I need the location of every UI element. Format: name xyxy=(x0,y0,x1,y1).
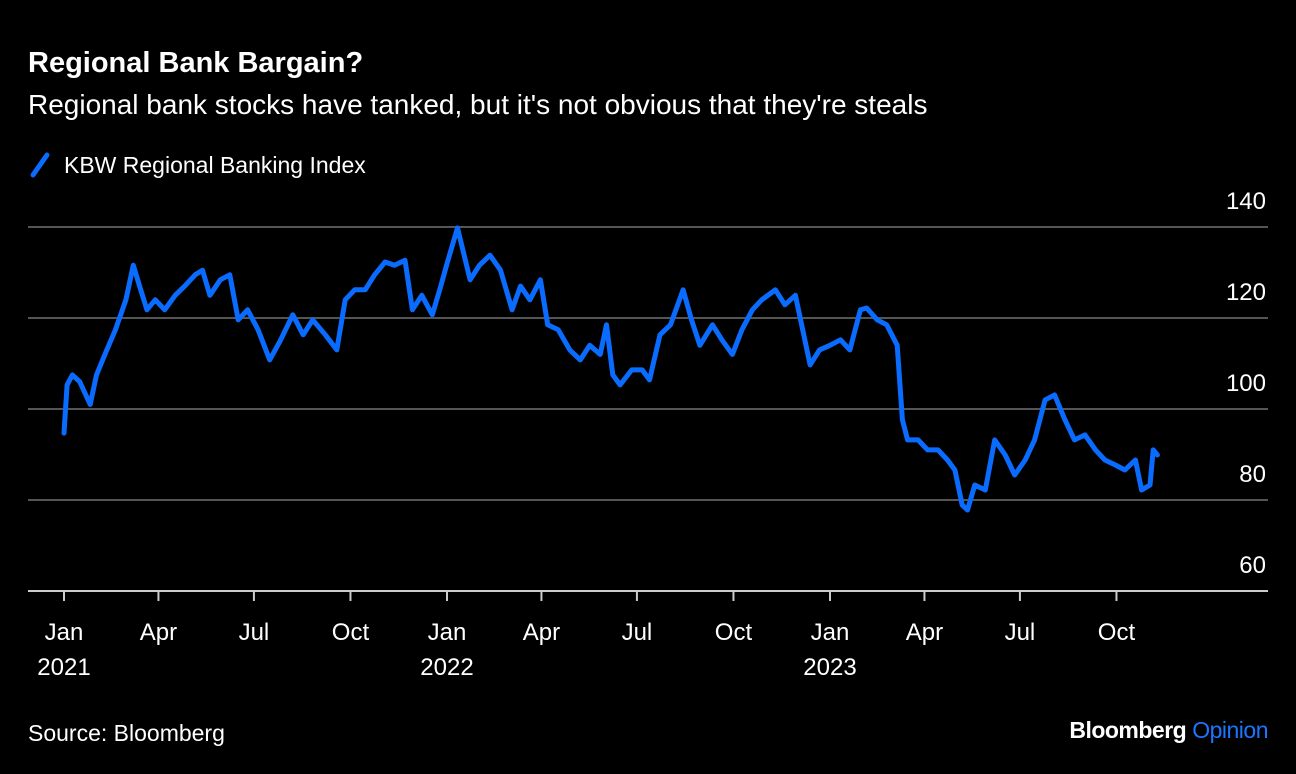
legend: KBW Regional Banking Index xyxy=(30,152,366,178)
x-tick-label: Oct xyxy=(715,619,753,646)
logo-brand: Bloomberg xyxy=(1069,717,1186,743)
y-tick-label: 140 xyxy=(1226,188,1266,215)
y-tick-label: 60 xyxy=(1239,552,1266,579)
y-tick-label: 80 xyxy=(1239,461,1266,488)
x-tick-label: Jul xyxy=(622,619,653,646)
x-tick-label: Apr xyxy=(906,619,943,646)
x-tick-label: Jan xyxy=(45,619,84,646)
bloomberg-opinion-logo: Bloomberg Opinion xyxy=(1069,717,1268,743)
x-tick-year-label: 2022 xyxy=(420,654,473,681)
logo-product: Opinion xyxy=(1192,717,1268,743)
y-tick-label: 100 xyxy=(1226,370,1266,397)
source-note: Source: Bloomberg xyxy=(28,720,225,746)
x-axis: Jan 2021 Apr Jul Oct Jan 2022 Apr Jul Oct Jan 2023 A… xyxy=(37,591,1135,681)
chart-subtitle: Regional bank stocks have tanked, but it… xyxy=(28,89,927,120)
x-tick-year-label: 2021 xyxy=(37,654,90,681)
legend-label: KBW Regional Banking Index xyxy=(64,152,366,178)
gridlines xyxy=(28,226,1268,592)
y-tick-label: 120 xyxy=(1226,279,1266,306)
x-tick-label: Oct xyxy=(1098,619,1136,646)
x-tick-label: Jul xyxy=(1005,619,1036,646)
chart-title: Regional Bank Bargain? xyxy=(28,47,363,79)
legend-swatch xyxy=(30,152,50,178)
x-tick-label: Oct xyxy=(332,619,370,646)
series-line-kbw-regional-banking-index xyxy=(61,225,1160,513)
x-tick-label: Apr xyxy=(523,619,560,646)
x-tick-label: Jul xyxy=(239,619,270,646)
x-tick-label: Jan xyxy=(428,619,467,646)
x-tick-label: Apr xyxy=(140,619,177,646)
x-tick-year-label: 2023 xyxy=(803,654,856,681)
y-axis: 140 120 100 80 60 xyxy=(1226,188,1266,579)
series-group xyxy=(61,225,1160,513)
x-tick-label: Jan xyxy=(811,619,850,646)
